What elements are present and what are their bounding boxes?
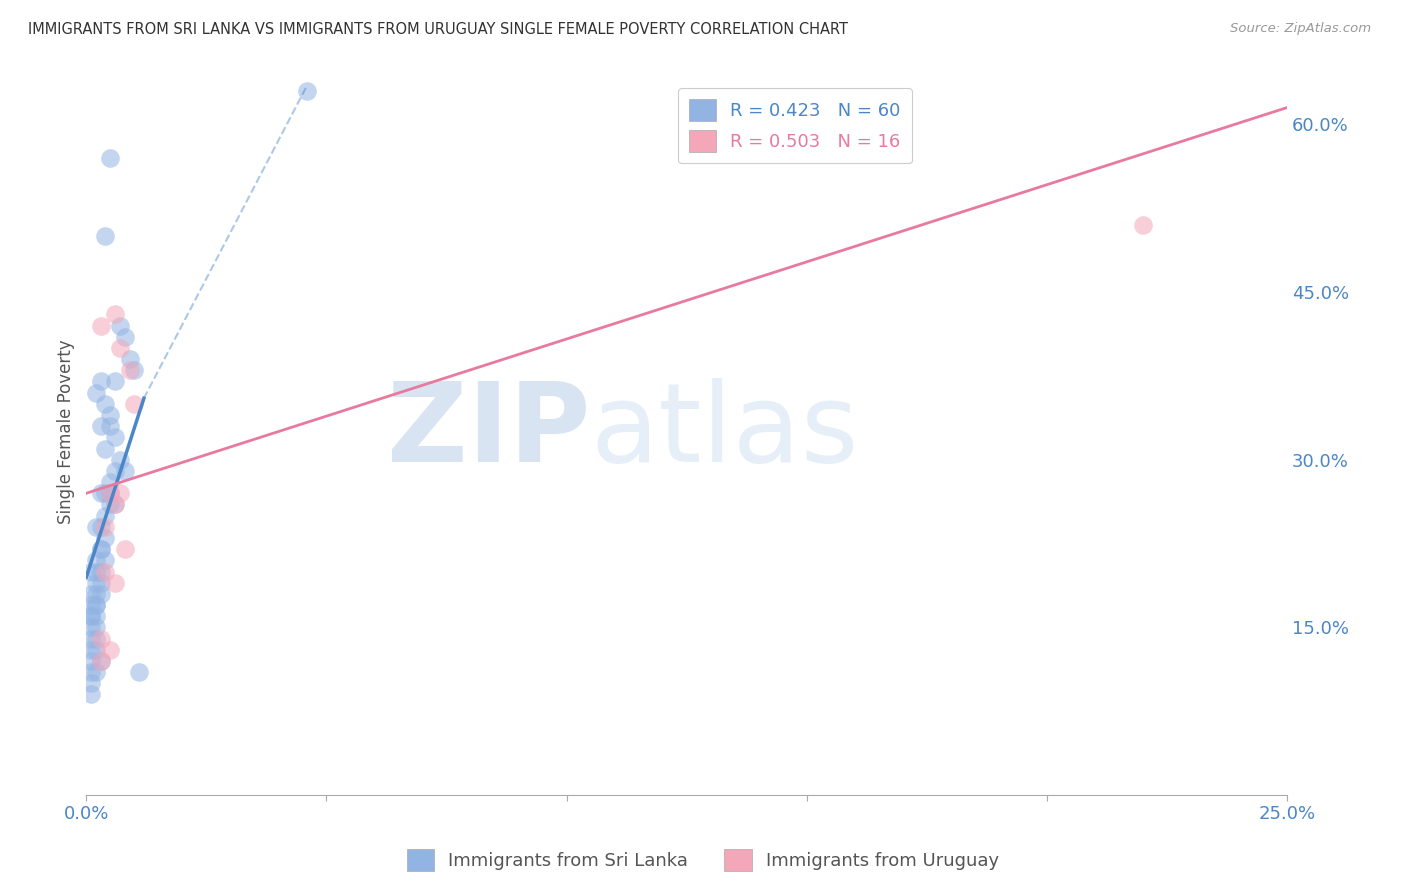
Point — [124, 363, 146, 377]
Point — [98, 408, 121, 422]
Point — [98, 475, 121, 489]
Point — [80, 642, 103, 657]
Point — [118, 352, 141, 367]
Point — [1132, 218, 1154, 232]
Point — [90, 587, 112, 601]
Point — [84, 620, 107, 634]
Point — [84, 385, 107, 400]
Point — [80, 598, 103, 612]
Point — [94, 442, 117, 456]
Point — [114, 330, 136, 344]
Point — [90, 632, 112, 646]
Point — [90, 565, 112, 579]
Point — [94, 531, 117, 545]
Point — [80, 565, 103, 579]
Point — [90, 654, 112, 668]
Text: Source: ZipAtlas.com: Source: ZipAtlas.com — [1230, 22, 1371, 36]
Point — [114, 542, 136, 557]
Point — [98, 419, 121, 434]
Point — [84, 665, 107, 679]
Point — [124, 397, 146, 411]
Point — [84, 598, 107, 612]
Point — [84, 587, 107, 601]
Point — [98, 486, 121, 500]
Text: atlas: atlas — [591, 378, 859, 485]
Point — [295, 84, 318, 98]
Point — [84, 598, 107, 612]
Point — [90, 419, 112, 434]
Point — [104, 307, 127, 321]
Point — [94, 520, 117, 534]
Point — [94, 565, 117, 579]
Point — [94, 486, 117, 500]
Point — [98, 642, 121, 657]
Point — [84, 575, 107, 590]
Point — [80, 632, 103, 646]
Point — [90, 542, 112, 557]
Point — [94, 553, 117, 567]
Point — [98, 151, 121, 165]
Point — [94, 508, 117, 523]
Point — [98, 498, 121, 512]
Point — [80, 676, 103, 690]
Point — [94, 397, 117, 411]
Point — [104, 498, 127, 512]
Point — [80, 688, 103, 702]
Point — [80, 665, 103, 679]
Point — [104, 575, 127, 590]
Text: IMMIGRANTS FROM SRI LANKA VS IMMIGRANTS FROM URUGUAY SINGLE FEMALE POVERTY CORRE: IMMIGRANTS FROM SRI LANKA VS IMMIGRANTS … — [28, 22, 848, 37]
Point — [104, 375, 127, 389]
Point — [80, 620, 103, 634]
Point — [108, 486, 131, 500]
Point — [90, 520, 112, 534]
Point — [84, 642, 107, 657]
Legend: Immigrants from Sri Lanka, Immigrants from Uruguay: Immigrants from Sri Lanka, Immigrants fr… — [399, 842, 1007, 879]
Point — [128, 665, 150, 679]
Point — [90, 575, 112, 590]
Point — [80, 609, 103, 624]
Point — [90, 318, 112, 333]
Point — [90, 542, 112, 557]
Y-axis label: Single Female Poverty: Single Female Poverty — [58, 340, 75, 524]
Point — [80, 654, 103, 668]
Point — [80, 587, 103, 601]
Point — [108, 452, 131, 467]
Point — [114, 464, 136, 478]
Point — [108, 341, 131, 355]
Point — [84, 609, 107, 624]
Point — [80, 609, 103, 624]
Point — [104, 464, 127, 478]
Point — [104, 430, 127, 444]
Point — [118, 363, 141, 377]
Point — [90, 486, 112, 500]
Point — [94, 229, 117, 244]
Point — [104, 498, 127, 512]
Text: ZIP: ZIP — [387, 378, 591, 485]
Legend: R = 0.423   N = 60, R = 0.503   N = 16: R = 0.423 N = 60, R = 0.503 N = 16 — [678, 88, 911, 163]
Point — [84, 553, 107, 567]
Point — [90, 375, 112, 389]
Point — [84, 632, 107, 646]
Point — [90, 654, 112, 668]
Point — [84, 565, 107, 579]
Point — [84, 520, 107, 534]
Point — [108, 318, 131, 333]
Point — [98, 486, 121, 500]
